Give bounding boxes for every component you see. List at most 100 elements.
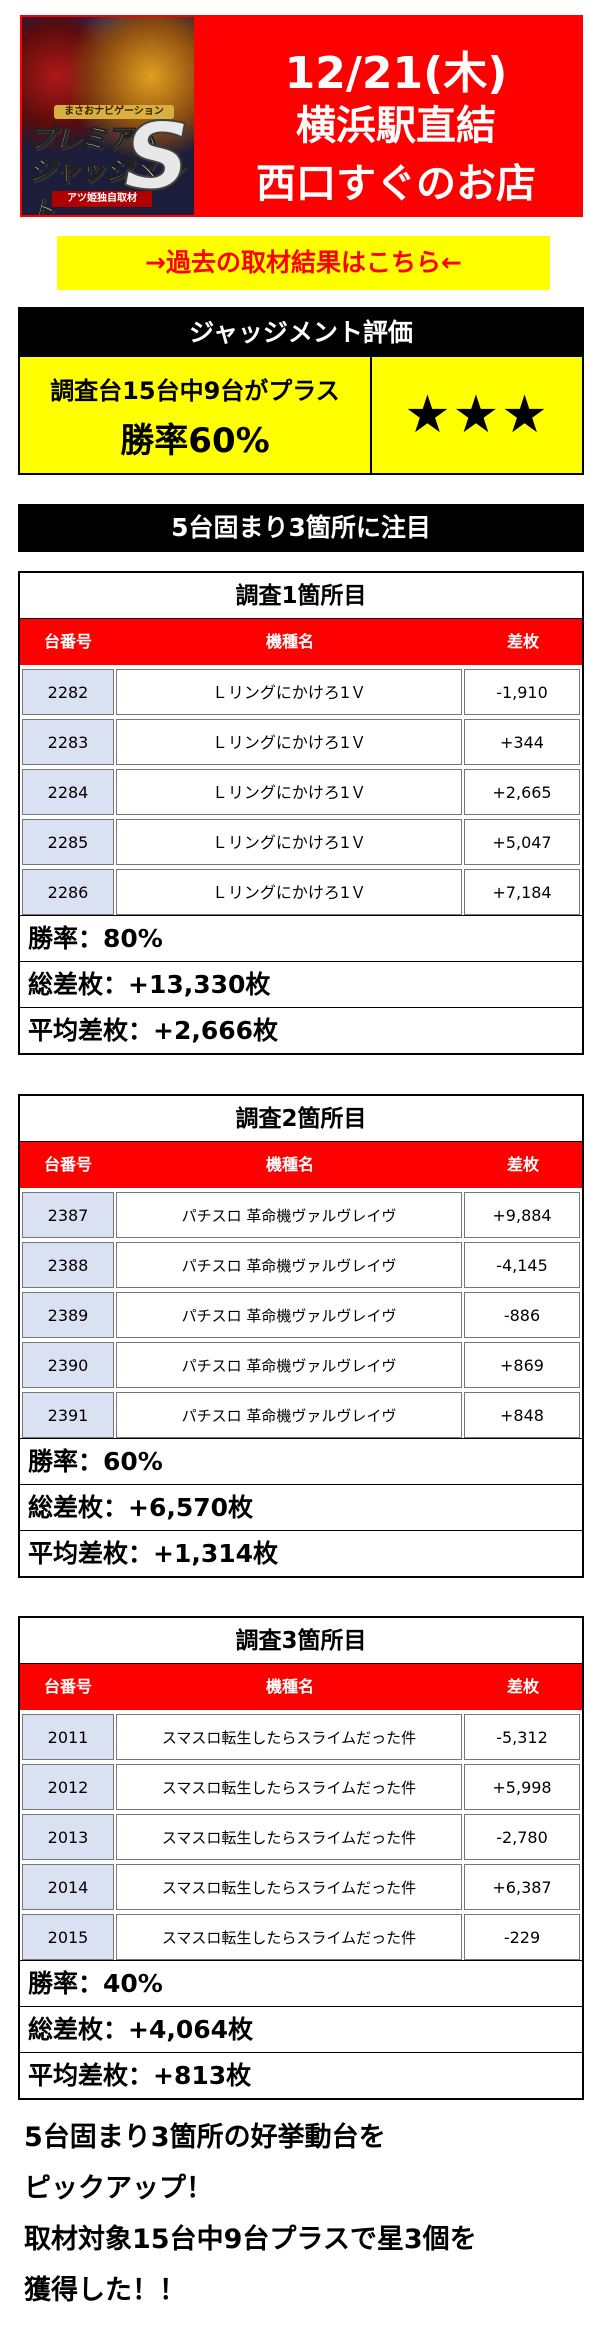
survey-average: 平均差枚：+2,666枚 [20,1007,582,1053]
machine-name: スマスロ転生したらスライムだった件 [116,1814,462,1860]
survey-total: 総差枚：+6,570枚 [20,1484,582,1530]
header-number: 台番号 [43,1155,92,1174]
table-header: 台番号 機種名 差枚 [20,1664,582,1710]
past-results-link[interactable]: →過去の取材結果はこちら← [57,236,550,290]
closing-line: 5台固まり3箇所の好挙動台を [24,2122,386,2153]
machine-number: 2284 [22,769,114,815]
table-row: 2389 パチスロ 革命機ヴァルヴレイヴ -886 [20,1288,582,1338]
survey-win-rate: 勝率：60% [20,1438,582,1484]
coin-diff: +5,047 [464,819,580,865]
header-diff: 差枚 [506,1677,539,1696]
table-row: 2011 スマスロ転生したらスライムだった件 -5,312 [20,1710,582,1760]
machine-name: パチスロ 革命機ヴァルヴレイヴ [116,1392,462,1438]
evaluation-condition: 調査台15台中9台がプラス [50,377,340,405]
logo-subtitle: まさおナビゲーション [54,105,174,119]
header-machine: 機種名 [265,1677,314,1696]
closing-line: 獲得した！！ [24,2275,186,2306]
table-row: 2283 Ｌリングにかけろ1Ｖ +344 [20,715,582,765]
logo-line1: プレミアム [27,124,157,156]
coin-diff: -229 [464,1914,580,1960]
table-row: 2286 Ｌリングにかけろ1Ｖ +7,184 [20,865,582,915]
table-row: 2282 Ｌリングにかけろ1Ｖ -1,910 [20,665,582,715]
survey-table-1: 調査1箇所目 台番号 機種名 差枚 2282 Ｌリングにかけろ1Ｖ -1,910… [18,571,584,1055]
premium-judgement-logo: まさおナビゲーション プレミアム ジャッジメント S アツ姫独自取材 [22,17,194,215]
coin-diff: +869 [464,1342,580,1388]
header-number: 台番号 [43,1677,92,1696]
table-row: 2387 パチスロ 革命機ヴァルヴレイヴ +9,884 [20,1188,582,1238]
survey-total: 総差枚：+13,330枚 [20,961,582,1007]
machine-number: 2387 [22,1192,114,1238]
table-header: 台番号 機種名 差枚 [20,1142,582,1188]
logo-letter: S [123,103,191,210]
machine-name: Ｌリングにかけろ1Ｖ [116,819,462,865]
machine-number: 2012 [22,1764,114,1810]
machine-name: スマスロ転生したらスライムだった件 [116,1914,462,1960]
table-row: 2285 Ｌリングにかけろ1Ｖ +5,047 [20,815,582,865]
logo-tag: アツ姫独自取材 [52,191,152,207]
machine-name: Ｌリングにかけろ1Ｖ [116,769,462,815]
survey-table-3: 調査3箇所目 台番号 機種名 差枚 2011 スマスロ転生したらスライムだった件… [18,1616,584,2100]
star-rating: ★★★ [372,357,582,473]
survey-win-rate: 勝率：40% [20,1960,582,2006]
coin-diff: -1,910 [464,669,580,715]
machine-name: パチスロ 革命機ヴァルヴレイヴ [116,1242,462,1288]
machine-number: 2390 [22,1342,114,1388]
table-row: 2012 スマスロ転生したらスライムだった件 +5,998 [20,1760,582,1810]
survey-title: 調査1箇所目 [20,573,582,619]
survey-title: 調査2箇所目 [20,1096,582,1142]
location-line1: 横浜駅直結 [296,103,496,149]
coin-diff: -2,780 [464,1814,580,1860]
closing-line: 取材対象15台中9台プラスで星3個を [24,2224,477,2255]
machine-number: 2285 [22,819,114,865]
table-row: 2013 スマスロ転生したらスライムだった件 -2,780 [20,1810,582,1860]
table-row: 2015 スマスロ転生したらスライムだった件 -229 [20,1910,582,1960]
survey-title: 調査3箇所目 [20,1618,582,1664]
machine-name: パチスロ 革命機ヴァルヴレイヴ [116,1192,462,1238]
evaluation-summary: 調査台15台中9台がプラス 勝率60% [20,357,372,473]
survey-table-2: 調査2箇所目 台番号 機種名 差枚 2387 パチスロ 革命機ヴァルヴレイヴ +… [18,1094,584,1578]
survey-win-rate: 勝率：80% [20,915,582,961]
coin-diff: -4,145 [464,1242,580,1288]
machine-number: 2282 [22,669,114,715]
machine-number: 2391 [22,1392,114,1438]
machine-name: Ｌリングにかけろ1Ｖ [116,719,462,765]
machine-name: スマスロ転生したらスライムだった件 [116,1714,462,1760]
machine-number: 2388 [22,1242,114,1288]
header-number: 台番号 [43,632,92,651]
machine-name: Ｌリングにかけろ1Ｖ [116,669,462,715]
table-row: 2391 パチスロ 革命機ヴァルヴレイヴ +848 [20,1388,582,1438]
machine-number: 2013 [22,1814,114,1860]
machine-number: 2286 [22,869,114,915]
table-row: 2014 スマスロ転生したらスライムだった件 +6,387 [20,1860,582,1910]
table-row: 2388 パチスロ 革命機ヴァルヴレイヴ -4,145 [20,1238,582,1288]
evaluation-win-rate: 勝率60% [120,421,270,461]
coin-diff: +9,884 [464,1192,580,1238]
machine-number: 2283 [22,719,114,765]
machine-name: スマスロ転生したらスライムだった件 [116,1864,462,1910]
machine-number: 2389 [22,1292,114,1338]
section-heading: 5台固まり3箇所に注目 [18,504,584,552]
machine-name: パチスロ 革命機ヴァルヴレイヴ [116,1292,462,1338]
closing-line: ピックアップ！ [24,2173,213,2204]
table-row: 2390 パチスロ 革命機ヴァルヴレイヴ +869 [20,1338,582,1388]
header-diff: 差枚 [506,1155,539,1174]
machine-name: スマスロ転生したらスライムだった件 [116,1764,462,1810]
survey-average: 平均差枚：+813枚 [20,2052,582,2098]
machine-name: Ｌリングにかけろ1Ｖ [116,869,462,915]
logo-line2: ジャッジメント [28,156,185,216]
coin-diff: +7,184 [464,869,580,915]
header-diff: 差枚 [506,632,539,651]
survey-average: 平均差枚：+1,314枚 [20,1530,582,1576]
machine-number: 2014 [22,1864,114,1910]
machine-number: 2011 [22,1714,114,1760]
coin-diff: -5,312 [464,1714,580,1760]
coin-diff: +344 [464,719,580,765]
coin-diff: +6,387 [464,1864,580,1910]
table-header: 台番号 機種名 差枚 [20,619,582,665]
coin-diff: +5,998 [464,1764,580,1810]
survey-total: 総差枚：+4,064枚 [20,2006,582,2052]
table-row: 2284 Ｌリングにかけろ1Ｖ +2,665 [20,765,582,815]
event-date: 12/21(木) [284,48,508,99]
coin-diff: +2,665 [464,769,580,815]
